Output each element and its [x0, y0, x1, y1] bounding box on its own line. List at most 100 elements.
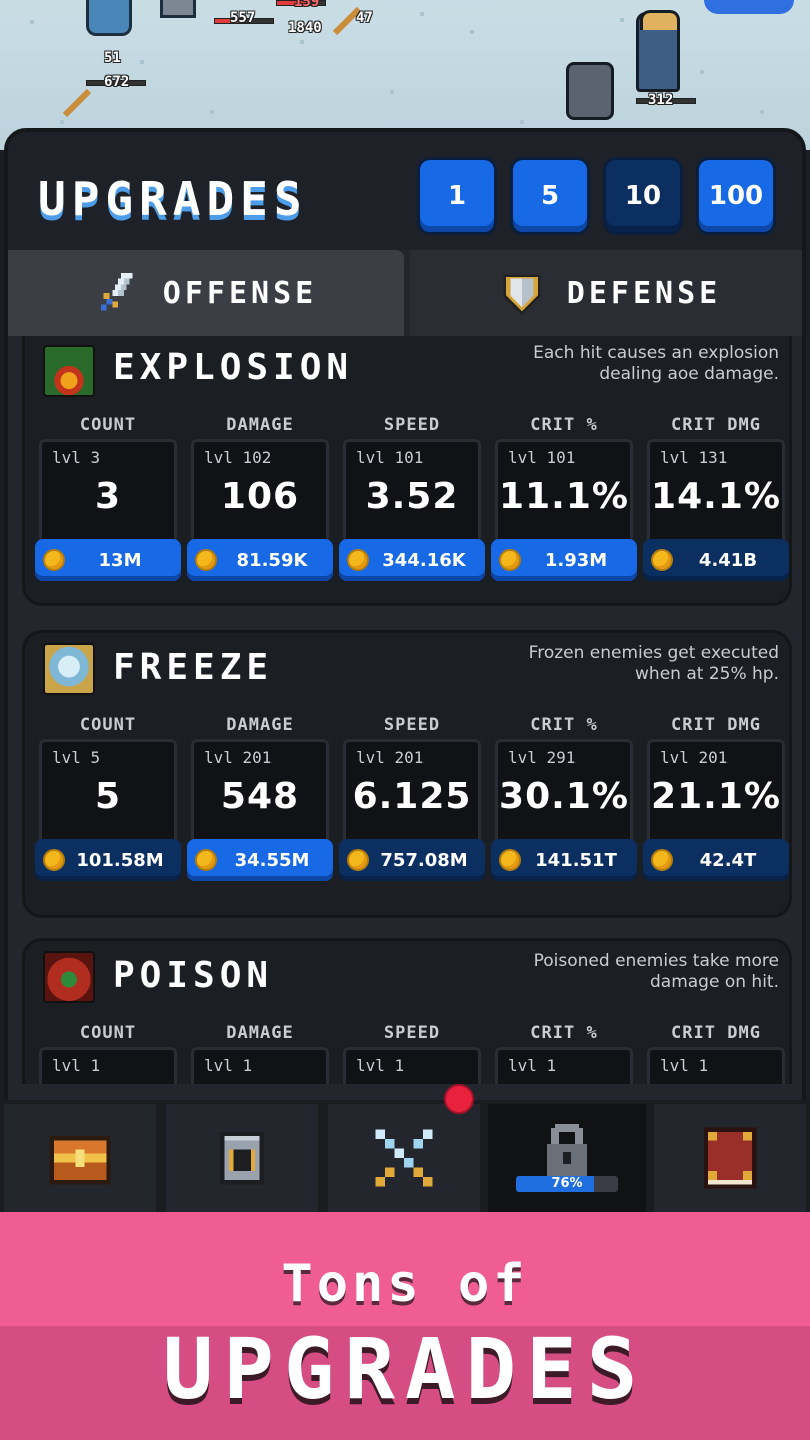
- cost-value: 81.59K: [236, 549, 308, 571]
- stat-box: lvl 1: [343, 1047, 481, 1084]
- stat-value: 106: [220, 476, 300, 517]
- cost-value: 344.16K: [382, 549, 466, 571]
- stat-level: lvl 101: [356, 448, 424, 467]
- cost-value: 1.93M: [544, 549, 608, 571]
- upgrade-cost-button[interactable]: 757.08M: [339, 839, 485, 881]
- upgrade-cost-button[interactable]: 101.58M: [35, 839, 181, 881]
- stat-box: lvl 1: [495, 1047, 633, 1084]
- stat-label: COUNT: [79, 715, 137, 735]
- stat-value: 3.52: [365, 476, 459, 517]
- nav-item-armor[interactable]: [166, 1104, 318, 1212]
- upgrade-name: POISON: [113, 955, 274, 996]
- stat-level: lvl 1: [52, 1056, 101, 1075]
- cost-value: 101.58M: [76, 849, 164, 871]
- enemy-unit: [566, 62, 614, 120]
- enemy-unit: [86, 0, 132, 36]
- cost-value: 34.55M: [234, 849, 310, 871]
- sword-projectile: [62, 88, 92, 118]
- stat-level: lvl 131: [660, 448, 728, 467]
- panel-header: UPGRADES 1 5 10 100: [8, 132, 802, 250]
- coin-icon: [651, 549, 673, 571]
- stat-value: 14.1%: [651, 476, 781, 517]
- stat-value: 5: [94, 776, 122, 817]
- stat-box: lvl 1: [647, 1047, 785, 1084]
- promo-line-2: UPGRADES: [162, 1320, 648, 1418]
- nav-item-chest[interactable]: [4, 1104, 156, 1212]
- enemy-hp-bar: [276, 0, 326, 6]
- upgrade-card-freeze: FREEZE Frozen enemies get executed when …: [22, 630, 792, 918]
- tab-offense[interactable]: OFFENSE: [8, 250, 404, 336]
- stat-level: lvl 201: [660, 748, 728, 767]
- stat-label: CRIT DMG: [671, 1023, 761, 1043]
- damage-number: 51: [104, 50, 121, 66]
- stat-box: lvl 101 3.52: [343, 439, 481, 547]
- upgrade-cost-button[interactable]: 1.93M: [491, 539, 637, 581]
- multiplier-100-button[interactable]: 100: [699, 160, 773, 232]
- shield-icon: [503, 274, 541, 316]
- stat-level: lvl 1: [660, 1056, 709, 1075]
- multiplier-1-button[interactable]: 1: [420, 160, 494, 232]
- upgrade-list[interactable]: EXPLOSION Each hit causes an explosion d…: [8, 336, 802, 1084]
- stat-level: lvl 101: [508, 448, 576, 467]
- helmet-icon: [220, 1131, 264, 1185]
- upgrade-cost-button[interactable]: 141.51T: [491, 839, 637, 881]
- coin-icon: [499, 849, 521, 871]
- stat-box: lvl 291 30.1%: [495, 739, 633, 847]
- nav-item-book[interactable]: [654, 1104, 806, 1212]
- coin-icon: [43, 549, 65, 571]
- damage-number: 557: [230, 10, 256, 26]
- multiplier-10-button[interactable]: 10: [606, 160, 680, 232]
- upgrade-cost-button[interactable]: 4.41B: [643, 539, 789, 581]
- stat-box: lvl 102 106: [191, 439, 329, 547]
- stat-label: CRIT DMG: [671, 415, 761, 435]
- padlock-icon: [547, 1124, 587, 1176]
- multiplier-5-button[interactable]: 5: [513, 160, 587, 232]
- cost-value: 4.41B: [698, 549, 758, 571]
- stat-level: lvl 1: [508, 1056, 557, 1075]
- coin-icon: [43, 849, 65, 871]
- stat-box: lvl 131 14.1%: [647, 439, 785, 547]
- stat-level: lvl 1: [356, 1056, 405, 1075]
- treasure-chest-icon: [49, 1136, 111, 1185]
- enemy-hp-bar: [86, 80, 146, 86]
- upgrade-card-explosion: EXPLOSION Each hit causes an explosion d…: [22, 336, 792, 606]
- freeze-icon: [43, 643, 95, 695]
- nav-item-upgrades[interactable]: [328, 1104, 480, 1212]
- upgrade-cost-button[interactable]: 13M: [35, 539, 181, 581]
- stat-level: lvl 3: [52, 448, 101, 467]
- upgrade-description: Each hit causes an explosion dealing aoe…: [533, 343, 779, 384]
- upgrade-cost-button[interactable]: 34.55M: [187, 839, 333, 881]
- damage-number: 672: [104, 74, 130, 90]
- stat-label: COUNT: [79, 415, 137, 435]
- stat-label: SPEED: [383, 715, 441, 735]
- sword-icon: [100, 272, 133, 311]
- upgrade-cost-button[interactable]: 81.59K: [187, 539, 333, 581]
- upgrade-cost-button[interactable]: 42.4T: [643, 839, 789, 881]
- stat-box: lvl 3 3: [39, 439, 177, 547]
- spellbook-icon: [703, 1127, 757, 1189]
- stat-box: lvl 201 6.125: [343, 739, 481, 847]
- promo-band: [0, 1326, 810, 1440]
- nav-item-locked[interactable]: 76%: [488, 1104, 646, 1212]
- upgrade-cost-button[interactable]: 344.16K: [339, 539, 485, 581]
- damage-number: 47: [356, 10, 373, 26]
- damage-number: 159: [294, 0, 320, 10]
- stat-value: 3: [94, 476, 122, 517]
- stat-label: CRIT %: [530, 1023, 598, 1043]
- tab-defense[interactable]: DEFENSE: [410, 250, 802, 336]
- stat-level: lvl 102: [204, 448, 272, 467]
- stat-level: lvl 1: [204, 1056, 253, 1075]
- damage-number: 312: [648, 92, 674, 108]
- cost-value: 13M: [98, 549, 142, 571]
- upgrade-name: FREEZE: [113, 647, 274, 688]
- stat-level: lvl 5: [52, 748, 101, 767]
- promo-line-1: Tons of: [281, 1254, 529, 1314]
- progress-label: 76%: [551, 1176, 583, 1191]
- notification-badge: [444, 1084, 474, 1114]
- stat-label: DAMAGE: [226, 415, 294, 435]
- stat-label: SPEED: [383, 415, 441, 435]
- stat-label: COUNT: [79, 1023, 137, 1043]
- crossed-swords-icon: [375, 1129, 433, 1187]
- stat-level: lvl 291: [508, 748, 576, 767]
- stat-value: 6.125: [352, 776, 472, 817]
